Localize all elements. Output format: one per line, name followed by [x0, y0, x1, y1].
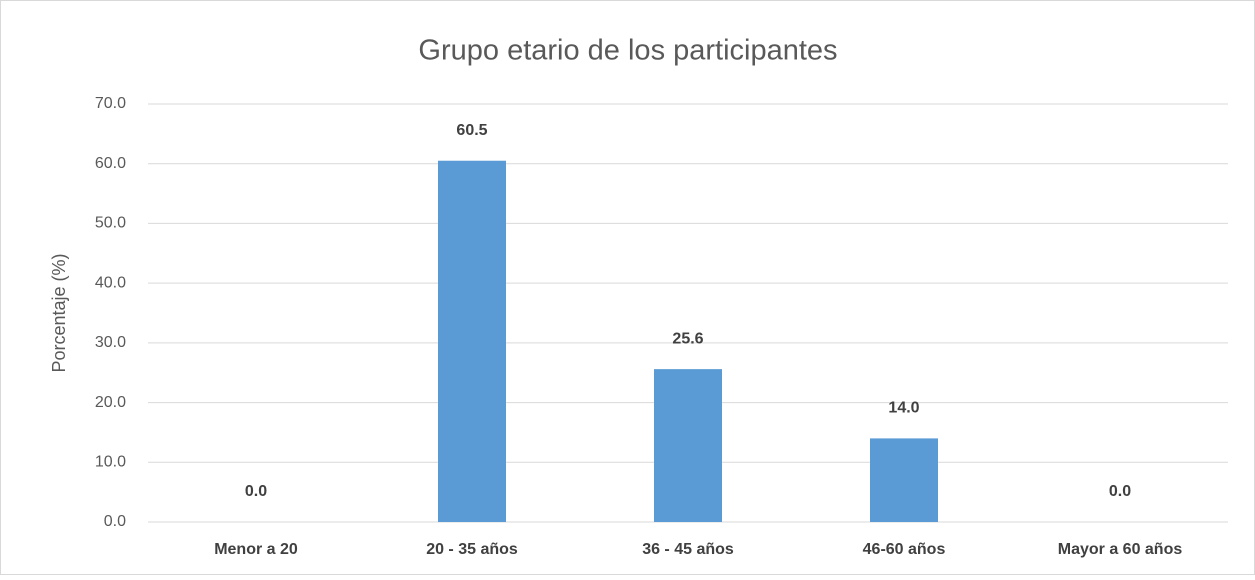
y-tick-label: 20.0 [95, 394, 126, 411]
x-tick-label: Menor a 20 [214, 541, 298, 558]
y-tick-label: 30.0 [95, 334, 126, 351]
y-tick-label: 10.0 [95, 454, 126, 471]
data-label: 14.0 [888, 400, 919, 417]
x-tick-label: 46-60 años [863, 541, 946, 558]
data-label: 25.6 [672, 330, 703, 347]
x-tick-label: 20 - 35 años [426, 541, 518, 558]
bar [438, 160, 506, 522]
x-tick-label: Mayor a 60 años [1058, 541, 1183, 558]
y-axis-label: Porcentaje (%) [49, 253, 69, 372]
y-tick-label: 50.0 [95, 215, 126, 232]
y-tick-label: 60.0 [95, 155, 126, 172]
data-label: 0.0 [1109, 483, 1131, 500]
bar [870, 438, 938, 522]
y-tick-label: 0.0 [104, 513, 126, 530]
y-tick-label: 70.0 [95, 95, 126, 112]
data-label: 0.0 [245, 483, 267, 500]
chart-title: Grupo etario de los participantes [418, 35, 837, 67]
bar [654, 369, 722, 522]
x-tick-label: 36 - 45 años [642, 541, 734, 558]
y-tick-label: 40.0 [95, 274, 126, 291]
data-label: 60.5 [456, 122, 487, 139]
